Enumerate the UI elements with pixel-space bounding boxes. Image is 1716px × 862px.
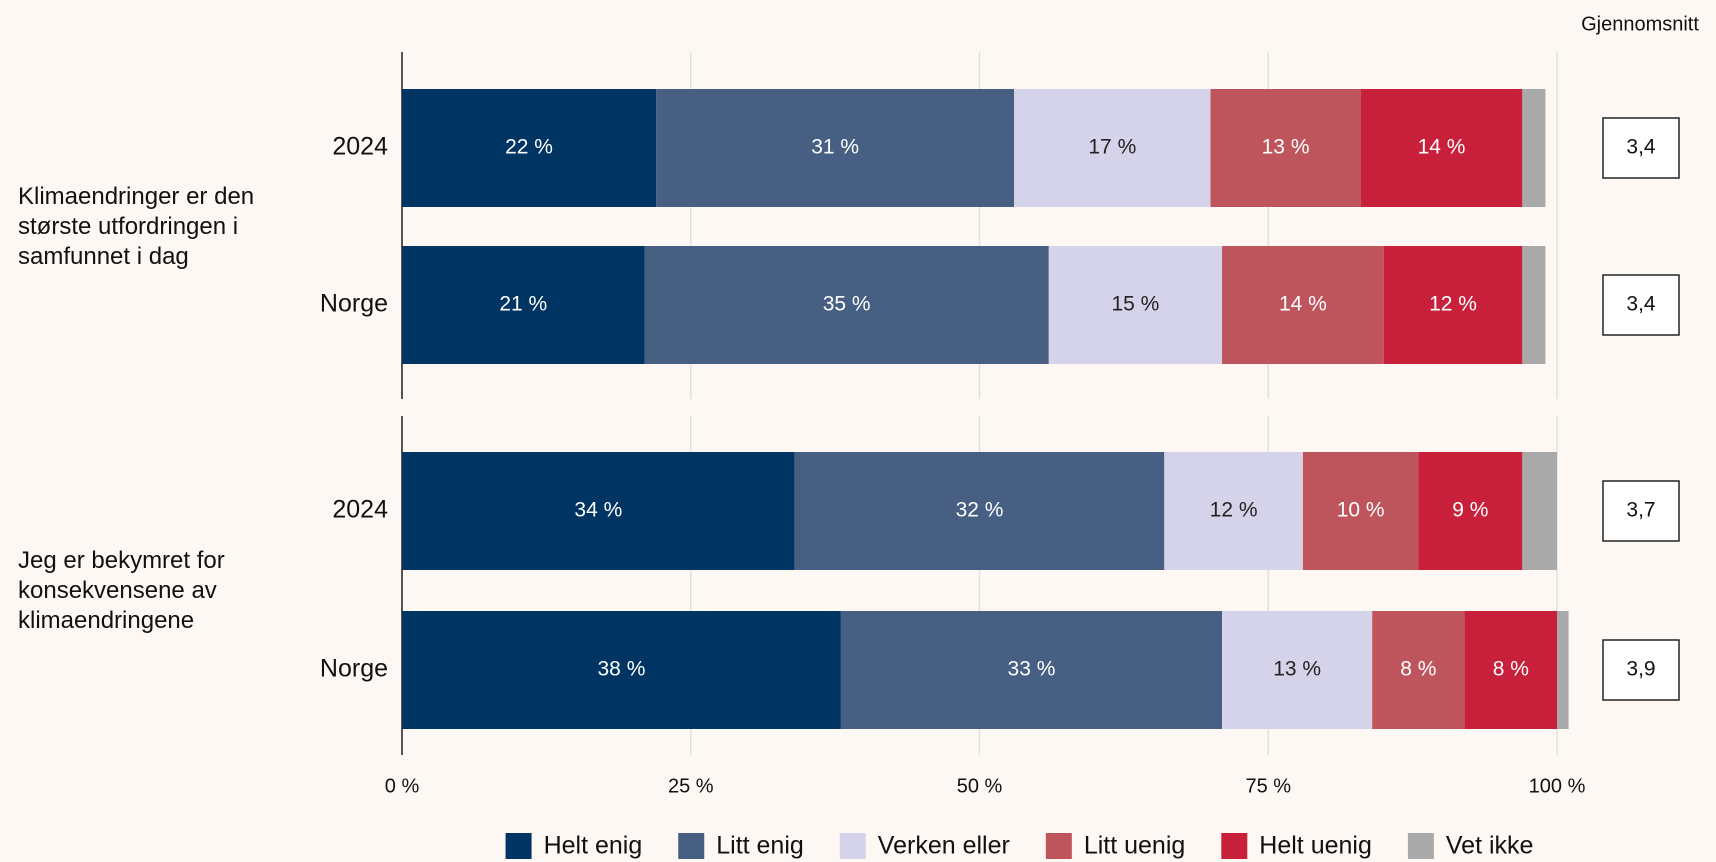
average-box — [1602, 117, 1680, 179]
bar-segment — [1522, 246, 1546, 364]
average-title: Gjennomsnitt — [1581, 13, 1699, 35]
value-label: 34 % — [574, 499, 622, 522]
value-label: 13 % — [1262, 136, 1310, 159]
value-label: 31 % — [811, 136, 859, 159]
value-label: 12 % — [1210, 499, 1258, 522]
y-tick-label: Norge — [320, 655, 388, 683]
value-label: 14 % — [1279, 293, 1327, 316]
bar-segment — [1164, 452, 1303, 570]
value-label: 35 % — [823, 293, 871, 316]
value-label: 8 % — [1493, 658, 1529, 681]
bar-segment — [402, 89, 657, 207]
x-tick-label: 75 % — [1245, 775, 1291, 797]
value-label: 33 % — [1008, 658, 1056, 681]
value-label: 14 % — [1418, 136, 1466, 159]
bar-segment — [1372, 611, 1465, 729]
legend-label: Litt uenig — [1084, 832, 1185, 860]
bar-segment — [1522, 452, 1557, 570]
bar-segment — [644, 246, 1049, 364]
group-label: Jeg er bekymret for konsekvensene av kli… — [18, 546, 225, 634]
average-label: 3,9 — [1626, 658, 1655, 681]
legend-label: Helt enig — [544, 832, 643, 860]
legend-label: Verken eller — [878, 832, 1010, 860]
bar-segment — [1222, 611, 1373, 729]
legend-swatch — [1407, 833, 1434, 859]
legend-label: Litt enig — [716, 832, 804, 860]
y-tick-label: 2024 — [332, 133, 388, 161]
bar-segment — [1360, 89, 1523, 207]
value-label: 9 % — [1452, 499, 1488, 522]
bar-segment — [1464, 611, 1557, 729]
group-label: Klimaendringer er den største utfordring… — [18, 182, 255, 270]
legend-label: Vet ikke — [1446, 832, 1534, 860]
value-label: 13 % — [1273, 658, 1321, 681]
x-tick-label: 0 % — [385, 775, 420, 797]
bar-segment — [1014, 89, 1211, 207]
x-tick-label: 25 % — [668, 775, 714, 797]
value-label: 15 % — [1111, 293, 1159, 316]
bar-segment — [402, 611, 841, 729]
bar-segment — [1383, 246, 1523, 364]
bar-segment — [1557, 611, 1569, 729]
bar-segment — [1048, 246, 1223, 364]
legend-swatch — [1221, 833, 1248, 859]
legend-label: Helt uenig — [1259, 832, 1372, 860]
bar-segment — [402, 246, 645, 364]
bar-segment — [402, 452, 795, 570]
bar-segment — [656, 89, 1015, 207]
bar-segment — [840, 611, 1223, 729]
average-label: 3,4 — [1626, 136, 1656, 159]
value-label: 21 % — [499, 293, 547, 316]
bar-segment — [1418, 452, 1523, 570]
bar-segment — [794, 452, 1165, 570]
bar-segment — [1302, 452, 1419, 570]
x-tick-label: 100 % — [1529, 775, 1586, 797]
value-label: 22 % — [505, 136, 553, 159]
x-tick-label: 50 % — [957, 775, 1003, 797]
value-label: 10 % — [1337, 499, 1385, 522]
bar-segment — [1222, 246, 1384, 364]
average-box — [1602, 639, 1680, 701]
legend-swatch — [505, 833, 532, 859]
average-box — [1602, 480, 1680, 542]
bar-segment — [1210, 89, 1361, 207]
average-label: 3,7 — [1626, 499, 1655, 522]
value-label: 12 % — [1429, 293, 1477, 316]
legend-swatch — [1045, 833, 1072, 859]
legend-swatch — [839, 833, 866, 859]
value-label: 38 % — [598, 658, 646, 681]
value-label: 17 % — [1088, 136, 1136, 159]
legend-swatch — [678, 833, 705, 859]
average-box — [1602, 274, 1680, 336]
value-label: 8 % — [1400, 658, 1436, 681]
y-tick-label: 2024 — [332, 496, 388, 524]
y-tick-label: Norge — [320, 290, 388, 318]
average-label: 3,4 — [1626, 293, 1656, 316]
bar-segment — [1522, 89, 1546, 207]
value-label: 32 % — [956, 499, 1004, 522]
